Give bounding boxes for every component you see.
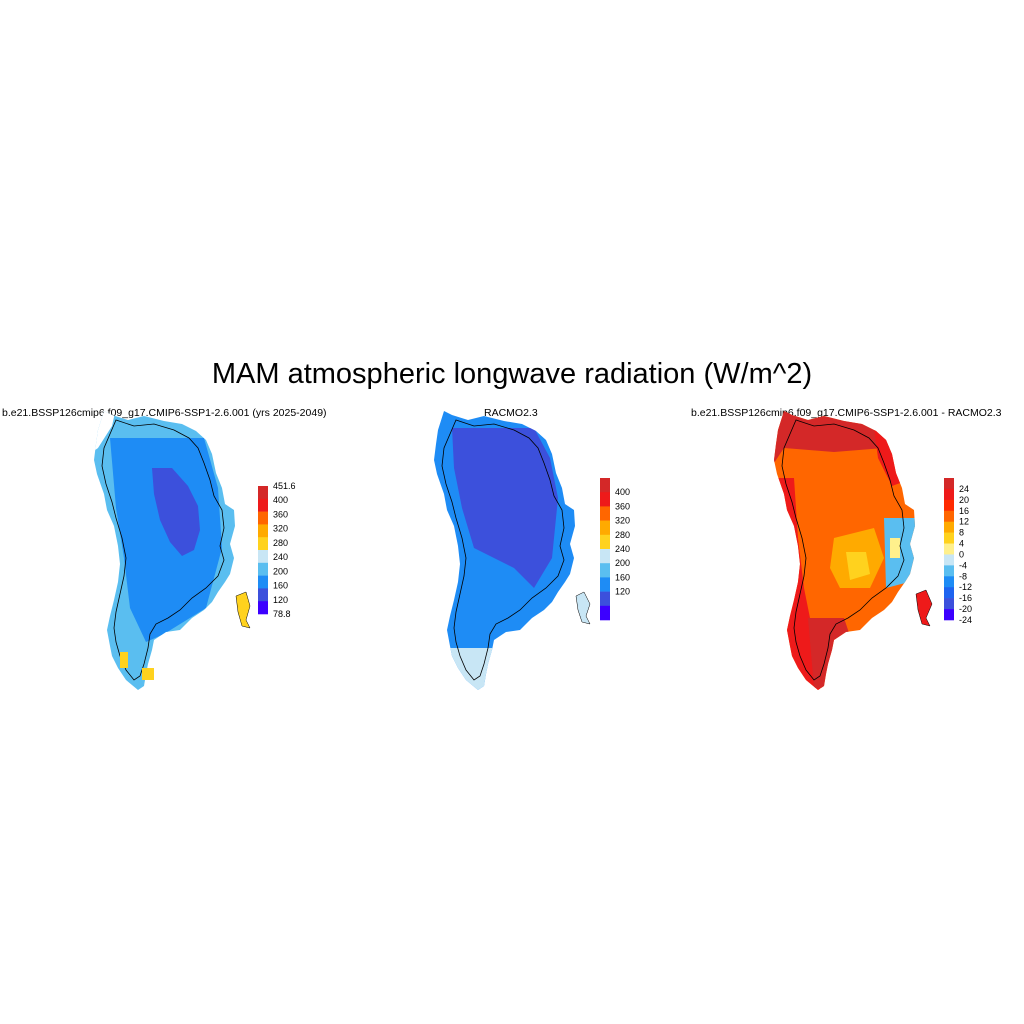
colorbar-swatch — [600, 549, 610, 564]
island — [575, 591, 591, 625]
colorbar-panel-2: 400 360 320 280 240 200 160 120 — [600, 478, 630, 621]
figure-title: MAM atmospheric longwave radiation (W/m^… — [211, 358, 813, 390]
colorbar-label: 280 — [273, 538, 288, 548]
colorbar-label: 240 — [615, 544, 630, 554]
colorbar-swatch — [258, 511, 268, 525]
colorbar-label: 4 — [959, 539, 964, 549]
map-panel-2 — [434, 411, 575, 690]
colorbar-swatch — [600, 563, 610, 578]
colorbar-label: 451.6 — [273, 481, 296, 491]
colorbar-swatch — [258, 550, 268, 564]
colorbar-swatch — [944, 510, 954, 522]
colorbar-label: 120 — [615, 587, 630, 597]
colorbar-label: 160 — [615, 572, 630, 582]
colorbar-label: 200 — [615, 558, 630, 568]
colorbar-swatch — [944, 609, 954, 621]
colorbar-label: 280 — [615, 530, 630, 540]
colorbar-label: -24 — [959, 615, 972, 625]
colorbar-swatch — [258, 486, 268, 500]
colorbar-swatch — [258, 562, 268, 576]
colorbar-label: 400 — [273, 495, 288, 505]
colorbar-swatch — [258, 537, 268, 551]
colorbar-label: 24 — [959, 484, 969, 494]
colorbar-label: -20 — [959, 604, 972, 614]
colorbar-label: 240 — [273, 552, 288, 562]
panel-2-title: RACMO2.3 — [484, 407, 538, 419]
colorbar-swatch — [944, 521, 954, 533]
colorbar-label: -8 — [959, 571, 967, 581]
colorbar-swatch — [600, 520, 610, 536]
colorbar-swatch — [258, 498, 268, 512]
colorbar-label: 0 — [959, 549, 964, 559]
colorbar-swatch — [258, 524, 268, 538]
edge-cell — [142, 668, 154, 680]
colorbar-label: 320 — [273, 524, 288, 534]
map-panel-1 — [94, 411, 235, 690]
colorbar-swatch — [258, 575, 268, 589]
colorbar-swatch — [600, 534, 610, 550]
colorbar-swatch — [258, 588, 268, 602]
panel-3-title: b.e21.BSSP126cmip6.f09_g17.CMIP6-SSP1-2.… — [691, 407, 1002, 419]
colorbar-label: 400 — [615, 487, 630, 497]
colorbar-label: 360 — [273, 509, 288, 519]
colorbar-label: 78.8 — [273, 609, 291, 619]
colorbar-swatch — [600, 492, 610, 507]
colorbar-swatch — [600, 506, 610, 521]
colorbar-swatch — [944, 543, 954, 555]
colorbar-label: 16 — [959, 506, 969, 516]
colorbar-swatch — [944, 554, 954, 566]
island — [235, 591, 251, 629]
map-panel-3 — [774, 411, 915, 690]
colorbar-swatch — [944, 532, 954, 544]
colorbar-swatch — [944, 488, 954, 501]
edge-cell — [120, 652, 128, 668]
colorbar-swatch — [944, 499, 954, 512]
colorbar-label: 360 — [615, 501, 630, 511]
colorbar-swatch — [258, 601, 268, 615]
colorbar-swatch — [600, 591, 610, 607]
colorbar-label: -12 — [959, 582, 972, 592]
colorbar-swatch — [600, 605, 610, 621]
colorbar-swatch — [944, 598, 954, 610]
colorbar-label: 160 — [273, 581, 288, 591]
colorbar-label: 20 — [959, 495, 969, 505]
colorbar-label: 200 — [273, 566, 288, 576]
colorbar-label: 320 — [615, 516, 630, 526]
island — [915, 589, 933, 627]
colorbar-swatch — [944, 565, 954, 577]
colorbar-label: 120 — [273, 595, 288, 605]
colorbar-swatch — [600, 478, 610, 493]
colorbar-label: -4 — [959, 560, 967, 570]
colorbar-label: -16 — [959, 593, 972, 603]
colorbar-swatch — [600, 577, 610, 592]
colorbar-swatch — [944, 478, 954, 490]
colorbar-swatch — [944, 576, 954, 588]
colorbar-label: 12 — [959, 517, 969, 527]
colorbar-panel-1: 451.6 400 360 320 280 240 200 160 120 78.8 — [258, 481, 296, 619]
colorbar-swatch — [944, 587, 954, 599]
colorbar-label: 8 — [959, 528, 964, 538]
panel-1-title: b.e21.BSSP126cmip6.f09_g17.CMIP6-SSP1-2.… — [2, 407, 327, 419]
